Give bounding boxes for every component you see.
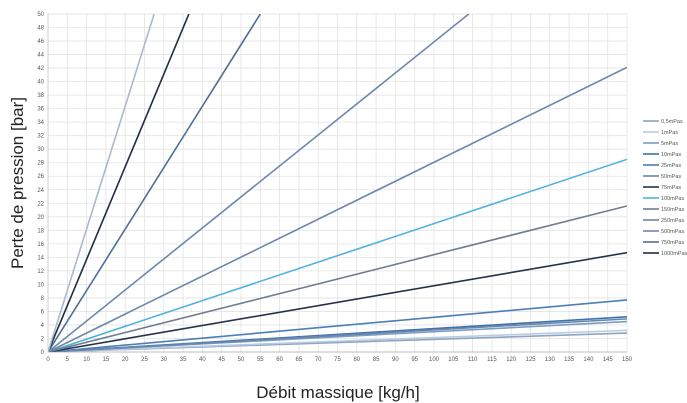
series-line [48,14,261,352]
x-tick-label: 150 [622,357,633,363]
y-tick-label: 12 [37,269,44,275]
x-tick-label: 60 [276,357,283,363]
x-tick-label: 20 [122,357,129,363]
x-tick-label: 130 [545,357,556,363]
y-tick-label: 50 [37,12,44,18]
x-tick-label: 105 [448,357,459,363]
y-tick-label: 18 [37,228,44,234]
legend-label: 250mPas [661,218,684,224]
x-tick-labels: 0 5 10 15 20 25 30 35 40 45 50 55 60 65 70 75 80 85 90 95 10… [46,357,632,363]
x-tick-label: 80 [353,357,360,363]
y-tick-label: 36 [37,107,44,113]
y-axis-title: Perte de pression [bar] [8,97,27,269]
legend-label: 25mPas [661,163,681,169]
legend-label: 150mPas [661,207,684,213]
y-tick-label: 0 [41,350,45,356]
x-tick-label: 55 [257,357,264,363]
y-tick-label: 14 [37,255,44,261]
legend-label: 50mPas [661,174,681,180]
x-tick-label: 10 [83,357,90,363]
x-tick-label: 140 [583,357,594,363]
y-tick-label: 16 [37,242,44,248]
y-tick-label: 42 [37,66,44,72]
series-line [48,205,627,352]
x-tick-label: 95 [411,357,418,363]
x-tick-label: 125 [525,357,536,363]
series-line [48,14,470,352]
y-tick-label: 4 [41,323,45,329]
x-tick-label: 100 [429,357,440,363]
grid [47,13,628,353]
x-tick-label: 25 [141,357,148,363]
y-tick-label: 6 [41,309,45,315]
y-tick-label: 48 [37,26,44,32]
x-tick-label: 65 [296,357,303,363]
y-tick-label: 44 [37,53,44,59]
series-line [48,251,627,352]
y-tick-label: 28 [37,161,44,167]
series-line [48,299,627,352]
x-tick-label: 35 [180,357,187,363]
axes [47,14,627,353]
y-tick-label: 34 [37,120,44,126]
y-tick-label: 24 [37,188,44,194]
x-tick-label: 40 [199,357,206,363]
x-tick-label: 145 [603,357,614,363]
y-tick-label: 8 [41,296,45,302]
x-axis-title: Débit massique [kg/h] [256,383,419,402]
y-tick-label: 46 [37,39,44,45]
x-tick-label: 115 [487,357,497,363]
legend-label: 750mPas [661,240,684,246]
series-line [48,318,627,352]
y-tick-label: 2 [41,336,45,342]
series-line [48,329,627,352]
legend-label: 5mPas [661,141,678,147]
legend-label: 100mPas [661,196,684,202]
x-tick-label: 30 [160,357,167,363]
x-tick-label: 45 [218,357,225,363]
y-tick-label: 30 [37,147,44,153]
y-tick-label: 32 [37,134,44,140]
x-tick-label: 75 [334,357,341,363]
x-tick-label: 5 [66,357,70,363]
legend-label: 75mPas [661,185,681,191]
legend-label: 500mPas [661,229,684,235]
x-tick-label: 15 [103,357,110,363]
y-tick-label: 22 [37,201,44,207]
legend-label: 1000mPas [661,251,687,257]
x-tick-label: 85 [373,357,380,363]
y-tick-labels: 0246810121416182022242628303234363840424… [37,12,44,356]
legend-label: 0,5mPas [661,119,683,125]
x-tick-label: 135 [564,357,575,363]
series-lines [48,14,627,352]
legend-label: 10mPas [661,152,681,158]
y-tick-label: 38 [37,93,44,99]
x-tick-label: 50 [238,357,245,363]
y-tick-label: 26 [37,174,44,180]
x-tick-label: 120 [506,357,517,363]
y-tick-label: 10 [37,282,44,288]
y-tick-label: 40 [37,80,44,86]
y-tick-label: 20 [37,215,44,221]
series-line [48,14,190,352]
legend: 0,5mPas 1mPas 5mPas 10mPas 25mPas 50mPas 75mPa… [643,119,687,257]
x-tick-label: 90 [392,357,399,363]
series-line [48,14,155,352]
series-line [48,66,627,352]
x-tick-label: 0 [46,357,50,363]
x-tick-label: 110 [468,357,478,363]
legend-label: 1mPas [661,130,678,136]
series-line [48,158,627,352]
x-tick-label: 70 [315,357,322,363]
